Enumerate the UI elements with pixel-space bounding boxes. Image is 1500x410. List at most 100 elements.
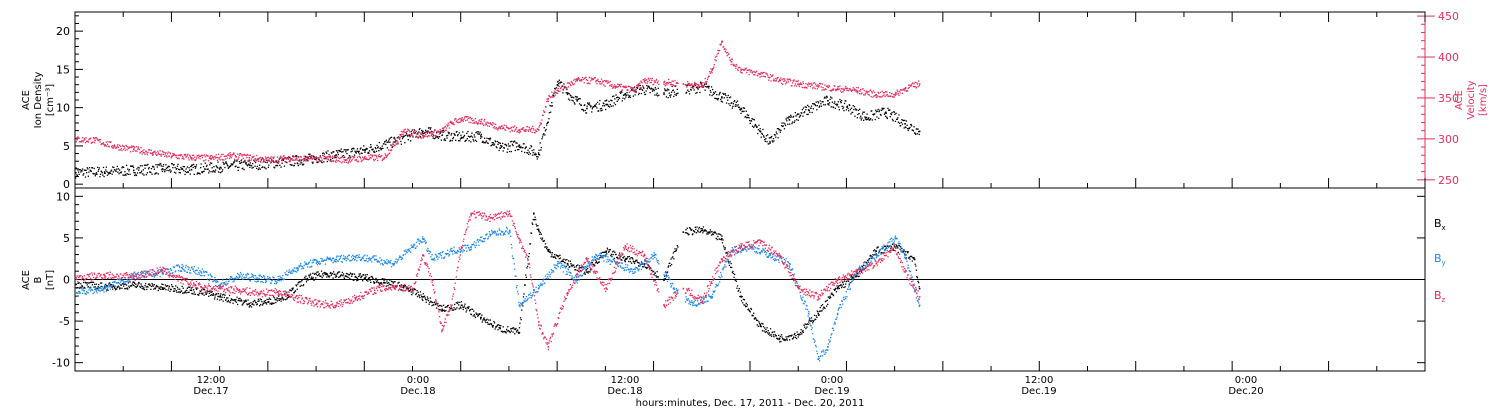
velocity-point: [449, 121, 451, 124]
bx-point: [624, 260, 626, 262]
by-point: [143, 270, 145, 272]
by-point: [263, 275, 265, 277]
density-point: [374, 151, 376, 153]
bx-point: [335, 276, 338, 278]
velocity-point: [252, 156, 254, 158]
bx-point: [417, 291, 419, 293]
bx-point: [895, 244, 897, 246]
bx-point: [228, 294, 231, 297]
density-point: [156, 166, 158, 168]
density-point: [771, 140, 773, 142]
density-point: [77, 171, 80, 173]
density-point: [377, 147, 379, 149]
velocity-point: [242, 157, 245, 159]
bx-point: [294, 290, 296, 293]
velocity-point: [438, 131, 440, 133]
bx-point: [97, 286, 99, 288]
velocity-point: [291, 158, 293, 160]
bx-point: [546, 246, 548, 248]
velocity-point: [261, 157, 263, 159]
bx-point: [561, 260, 563, 262]
bx-point: [551, 252, 553, 254]
density-point: [331, 157, 334, 159]
density-point: [771, 135, 773, 138]
density-point: [120, 172, 122, 174]
bx-point: [143, 289, 146, 291]
density-point: [185, 168, 187, 170]
density-point: [156, 172, 158, 174]
velocity-point: [591, 79, 593, 81]
by-point: [213, 279, 216, 282]
density-point: [864, 118, 867, 120]
density-point: [642, 86, 644, 88]
velocity-point: [501, 125, 503, 127]
bx-point: [308, 276, 310, 278]
density-point: [911, 125, 913, 127]
bx-point: [134, 286, 136, 288]
velocity-point: [157, 152, 159, 154]
bx-point: [808, 319, 810, 321]
bx-point: [156, 284, 158, 287]
density-point: [529, 147, 531, 149]
density-point: [248, 164, 251, 166]
density-point: [208, 172, 210, 174]
density-point: [194, 167, 197, 169]
density-point: [537, 152, 540, 154]
by-point: [103, 291, 105, 293]
velocity-point: [368, 158, 371, 160]
velocity-point: [216, 156, 218, 159]
density-point: [633, 86, 636, 88]
velocity-point: [293, 156, 295, 158]
velocity-point: [457, 122, 459, 124]
bx-point: [746, 305, 748, 308]
bx-point: [81, 285, 83, 287]
density-point: [742, 110, 744, 113]
density-point: [179, 169, 181, 171]
density-point: [718, 94, 720, 96]
velocity-point: [894, 92, 897, 94]
velocity-point: [433, 131, 435, 134]
bx-point: [385, 282, 387, 284]
by-point: [92, 292, 94, 295]
velocity-point: [594, 77, 596, 79]
density-point: [521, 150, 523, 153]
density-point: [393, 141, 395, 143]
density-point: [219, 168, 221, 170]
bx-point: [800, 332, 802, 334]
velocity-point: [256, 154, 258, 157]
velocity-point: [752, 70, 754, 73]
velocity-point: [557, 89, 559, 92]
bx-point: [767, 332, 769, 334]
density-point: [505, 144, 507, 146]
density-point: [163, 169, 165, 171]
bx-point: [227, 297, 229, 299]
bx-point: [418, 295, 420, 297]
bx-point: [495, 326, 497, 328]
density-point: [868, 117, 870, 119]
density-point: [160, 165, 162, 167]
velocity-point: [510, 127, 512, 129]
velocity-point: [687, 81, 689, 83]
bx-point: [666, 272, 668, 274]
velocity-point: [627, 89, 629, 91]
by-point: [105, 290, 107, 292]
bx-point: [492, 325, 494, 327]
density-point: [882, 108, 884, 110]
velocity-point: [88, 138, 91, 140]
bx-point: [453, 307, 455, 309]
velocity-point: [194, 159, 197, 162]
velocity-point: [550, 96, 552, 98]
density-point: [726, 96, 728, 99]
bx-point: [182, 292, 184, 294]
density-point: [710, 91, 712, 93]
bx-point: [382, 278, 384, 280]
velocity-point: [701, 84, 703, 87]
density-point: [572, 100, 574, 102]
velocity-point: [287, 155, 290, 158]
velocity-point: [768, 79, 770, 81]
bx-point: [141, 287, 143, 290]
density-point: [900, 125, 902, 127]
density-point: [300, 159, 302, 161]
bx-point: [912, 256, 914, 259]
density-point: [918, 131, 920, 133]
